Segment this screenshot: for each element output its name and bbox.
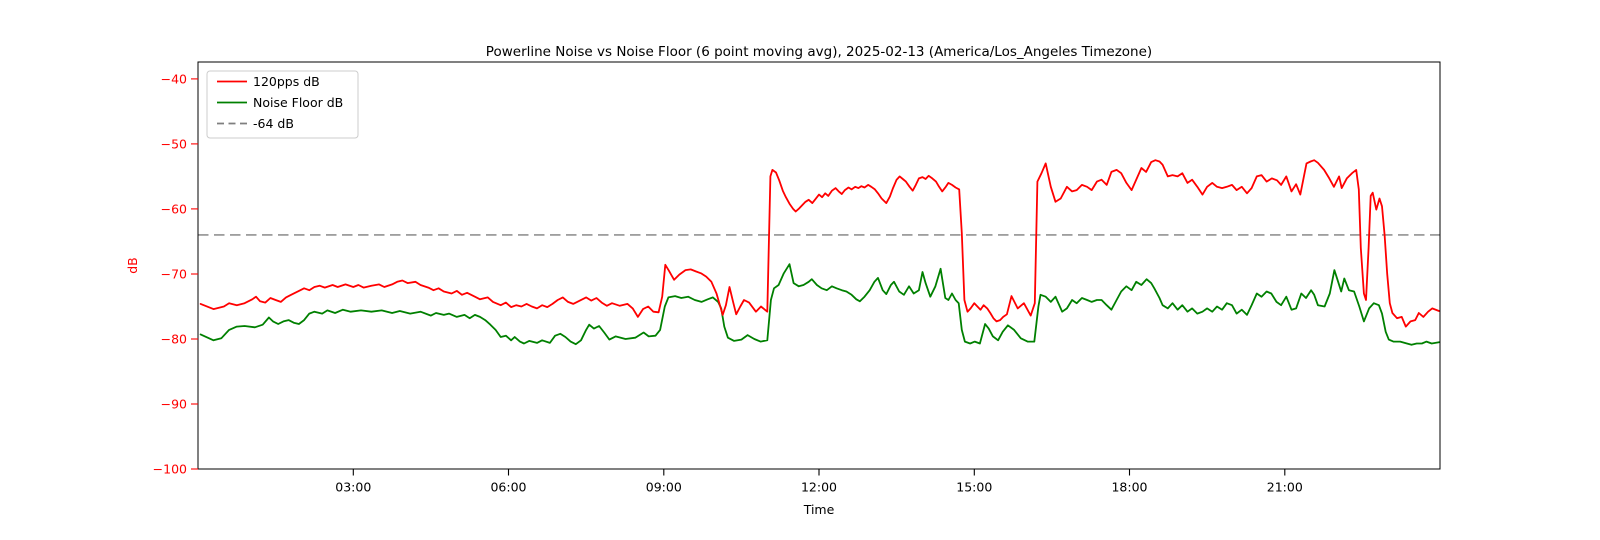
y-tick-label: −70 — [161, 267, 187, 282]
y-tick-label: −50 — [161, 136, 187, 151]
plot-area — [198, 159, 1440, 346]
series-line-noise-floor-db — [199, 263, 1440, 346]
axes: 03:00 06:00 09:00 12:00 15:00 18:00 21:00 −40 −5… — [153, 61, 1441, 495]
y-tick-label: −90 — [161, 397, 187, 412]
x-tick-label: 09:00 — [646, 480, 682, 495]
plot-border — [197, 61, 1441, 470]
legend-box — [206, 70, 359, 139]
legend-label: -64 dB — [253, 116, 294, 131]
x-tick-label: 03:00 — [335, 480, 371, 495]
legend-label: Noise Floor dB — [253, 95, 343, 110]
legend-label: 120pps dB — [253, 74, 320, 89]
y-tick-label: −60 — [161, 201, 187, 216]
x-tick-label: 12:00 — [801, 480, 837, 495]
x-tick-label: 06:00 — [490, 480, 526, 495]
chart-title: Powerline Noise vs Noise Floor (6 point … — [486, 44, 1152, 60]
x-tick-label: 21:00 — [1267, 480, 1303, 495]
series-line-120pps-db — [199, 159, 1440, 328]
y-tick-label: −80 — [161, 332, 187, 347]
x-tick-label: 15:00 — [956, 480, 992, 495]
y-tick-label: −40 — [161, 71, 187, 86]
x-axis-label: Time — [803, 502, 835, 517]
x-tick-label: 18:00 — [1111, 480, 1147, 495]
y-tick-label: −100 — [153, 462, 187, 477]
y-axis-label: dB — [125, 257, 140, 274]
legend: 120pps dB Noise Floor dB -64 dB — [206, 70, 359, 139]
